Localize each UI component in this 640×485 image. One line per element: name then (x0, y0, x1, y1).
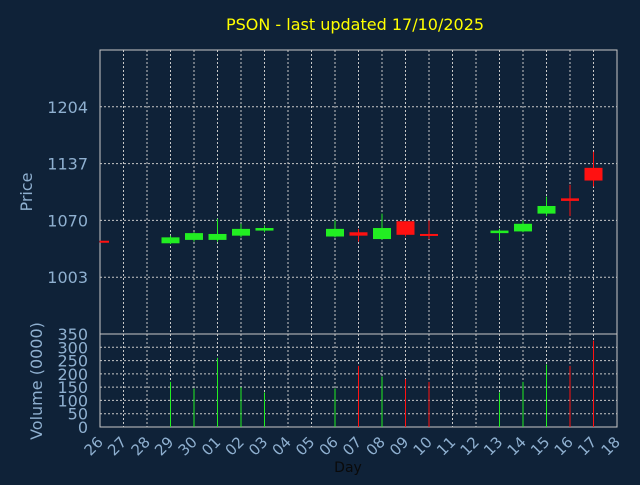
x-tick-label: 07 (339, 433, 365, 459)
x-tick-label: 30 (175, 433, 201, 459)
candle-body (373, 228, 391, 240)
x-tick-label: 04 (269, 433, 295, 459)
x-tick-label: 06 (316, 433, 342, 459)
volume-axis-label: Volume (0000) (27, 322, 46, 440)
candle-body (100, 240, 109, 243)
x-tick-label: 27 (104, 433, 130, 459)
candle-body (537, 205, 556, 214)
volume-tick-label: 200 (57, 365, 88, 384)
candle-body (396, 221, 415, 235)
x-tick-label: 13 (480, 433, 506, 459)
candle-body (161, 237, 180, 244)
candles (99, 151, 603, 245)
x-tick-label: 08 (363, 433, 389, 459)
x-tick-label: 28 (128, 433, 154, 459)
price-tick-label: 1003 (47, 268, 88, 287)
candle-body (349, 232, 368, 236)
x-axis: 2627282930010203040506070809101112131415… (81, 433, 624, 459)
x-tick-label: 18 (598, 433, 624, 459)
x-tick-label: 29 (151, 433, 177, 459)
x-tick-label: 01 (198, 433, 224, 459)
x-tick-label: 14 (504, 433, 530, 459)
price-tick-label: 1070 (47, 211, 88, 230)
volume-tick-label: 300 (57, 338, 88, 357)
price-axis-label: Price (17, 172, 36, 211)
x-tick-label: 09 (386, 433, 412, 459)
candle-body (185, 233, 203, 240)
candle-body (232, 228, 250, 236)
volume-tick-label: 100 (57, 391, 88, 410)
x-tick-label: 10 (410, 433, 436, 459)
volume-tick-label: 350 (57, 325, 88, 344)
candle-body (326, 228, 344, 237)
x-tick-label: 16 (551, 433, 577, 459)
volume-tick-label: 50 (68, 405, 88, 424)
x-tick-label: 11 (433, 433, 459, 459)
volume-tick-label: 0 (78, 418, 88, 437)
candle-body (255, 228, 274, 231)
x-tick-label: 05 (292, 433, 318, 459)
candle-body (208, 233, 227, 240)
x-tick-label: 02 (222, 433, 248, 459)
candle-body (561, 198, 579, 201)
price-tick-label: 1137 (47, 155, 88, 174)
candle-body (514, 223, 532, 232)
volume-tick-label: 150 (57, 378, 88, 397)
x-axis-label: Day (334, 460, 362, 476)
volume-tick-label: 250 (57, 352, 88, 371)
price-tick-label: 1204 (47, 98, 88, 117)
candle-body (584, 167, 603, 181)
candle-body (420, 233, 438, 236)
x-tick-label: 26 (81, 433, 107, 459)
x-tick-label: 15 (527, 433, 553, 459)
candle-body (490, 230, 509, 234)
price-axis: 1003 1070 1137 1204 (47, 98, 88, 287)
chart-title: PSON - last updated 17/10/2025 (226, 15, 484, 34)
x-tick-label: 17 (574, 433, 600, 459)
x-tick-label: 12 (457, 433, 483, 459)
volume-bars (170, 340, 594, 427)
x-tick-label: 03 (245, 433, 271, 459)
